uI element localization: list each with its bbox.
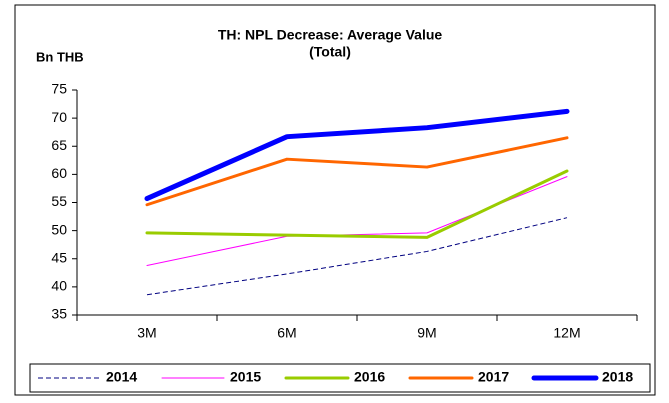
y-tick-label: 70 [51,109,67,125]
line-series [145,169,569,239]
legend-label: 2017 [478,369,509,385]
legend-label: 2018 [602,369,633,385]
x-tick-label: 6M [277,325,296,341]
x-tick-label: 12M [553,325,580,341]
line-series [144,108,570,202]
legend-label: 2016 [354,369,385,385]
legend-label: 2014 [106,369,137,385]
x-tick-label: 3M [137,325,156,341]
y-tick-label: 45 [51,249,67,265]
chart-title: TH: NPL Decrease: Average Value [218,27,443,43]
chart-frame [14,4,656,396]
x-tick-label: 9M [417,325,436,341]
y-tick-label: 35 [51,306,67,322]
y-tick-label: 50 [51,221,67,237]
line-series [145,136,569,207]
y-tick-label: 75 [51,81,67,97]
y-axis-label: Bn THB [36,49,84,64]
y-tick-label: 55 [51,193,67,209]
chart-title: (Total) [309,44,351,60]
legend-label: 2015 [230,369,261,385]
y-tick-label: 40 [51,278,67,294]
y-tick-label: 65 [51,137,67,153]
y-tick-label: 60 [51,165,67,181]
line-series [146,217,568,296]
